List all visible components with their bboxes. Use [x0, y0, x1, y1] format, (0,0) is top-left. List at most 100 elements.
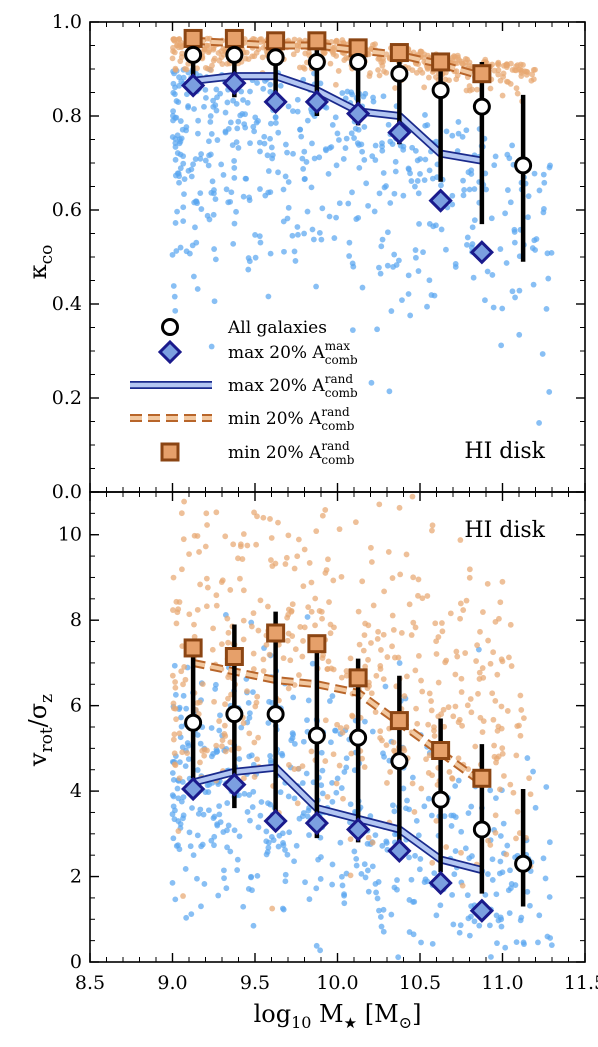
scatter-point [374, 636, 381, 642]
vrot-sigma-panel: 0 2 4 6 8 10 8.5 9.0 9.5 10.0 10.5 11.0 11.5 HI disk… [24, 491, 598, 1032]
scatter-point [391, 190, 398, 197]
scatter-point [406, 166, 412, 173]
scatter-point [372, 142, 379, 149]
scatter-point [275, 129, 282, 136]
scatter-point [282, 847, 288, 853]
scatter-point [198, 151, 205, 157]
scatter-point [443, 657, 450, 664]
scatter-point [516, 287, 523, 294]
scatter-point [449, 775, 455, 781]
scatter-point [294, 96, 301, 103]
scatter-point [442, 76, 449, 83]
scatter-point [277, 789, 284, 796]
legend-label-text: max 20% A [228, 376, 325, 396]
max-20-diamond [428, 870, 453, 896]
scatter-point [197, 740, 204, 747]
scatter-point [490, 649, 497, 656]
scatter-point [265, 293, 272, 300]
scatter-point [227, 119, 234, 126]
scatter-point [368, 690, 375, 697]
scatter-point [443, 128, 450, 135]
scatter-point [353, 855, 360, 862]
scatter-point [341, 900, 348, 907]
scatter-point [171, 750, 178, 757]
scatter-point [487, 842, 494, 848]
scatter-point [245, 266, 252, 273]
kappa-panel: 0.0 0.2 0.4 0.6 0.8 1.0 HI disk κco All galax… [24, 11, 586, 503]
scatter-point [326, 213, 333, 220]
scatter-point [325, 658, 332, 665]
scatter-point [301, 546, 308, 553]
scatter-point [466, 186, 473, 193]
scatter-point [300, 638, 306, 644]
scatter-point [218, 161, 225, 168]
scatter-point [484, 268, 491, 275]
scatter-point [209, 62, 215, 69]
scatter-point [504, 842, 511, 849]
scatter-point [325, 556, 331, 563]
scatter-point [186, 551, 192, 558]
scatter-point [235, 555, 241, 562]
scatter-point [483, 186, 490, 193]
scatter-point [279, 752, 286, 759]
scatter-point [352, 519, 359, 526]
scatter-point [340, 156, 347, 162]
scatter-point [204, 35, 211, 42]
scatter-point [492, 153, 499, 160]
scatter-point [257, 812, 264, 819]
scatter-point [472, 743, 479, 750]
scatter-point [499, 745, 506, 752]
scatter-point [210, 625, 217, 632]
min-20-square [266, 31, 286, 51]
scatter-point [268, 144, 275, 151]
scatter-point [204, 522, 210, 528]
scatter-point [474, 86, 480, 93]
scatter-point [195, 130, 201, 137]
scatter-point [291, 766, 298, 772]
scatter-point [372, 157, 379, 163]
scatter-point [361, 124, 368, 130]
scatter-point [452, 671, 459, 678]
scatter-point [431, 870, 438, 877]
scatter-point [390, 739, 397, 746]
scatter-point [175, 828, 182, 834]
scatter-point [343, 135, 350, 142]
scatter-point [429, 940, 436, 947]
max-20-diamond [428, 188, 453, 213]
all-galaxies-marker [266, 48, 285, 67]
scatter-point [259, 54, 266, 61]
scatter-point [513, 85, 520, 92]
scatter-point [176, 136, 183, 143]
scatter-point [510, 789, 517, 796]
scatter-point [246, 714, 253, 721]
y-tick-label: 4 [70, 780, 82, 802]
scatter-point [469, 86, 475, 93]
scatter-point [526, 775, 532, 782]
scatter-point [285, 630, 292, 637]
scatter-point [421, 84, 428, 91]
scatter-point [455, 119, 462, 125]
x-tick-label: 11.0 [481, 972, 523, 994]
scatter-point [176, 82, 183, 89]
scatter-point [355, 126, 362, 133]
scatter-point [480, 609, 486, 615]
scatter-point [198, 206, 205, 212]
scatter-point [180, 794, 187, 800]
scatter-point [428, 707, 435, 714]
scatter-point [289, 232, 296, 239]
scatter-point [330, 751, 337, 758]
scatter-point [386, 388, 393, 395]
scatter-point [370, 602, 377, 609]
scatter-point [460, 177, 466, 184]
scatter-point [543, 306, 550, 312]
scatter-point [185, 103, 192, 109]
x-label-log: log [254, 1000, 292, 1028]
scatter-point [294, 553, 301, 560]
scatter-point [211, 246, 218, 252]
scatter-point [451, 871, 458, 878]
scatter-point [416, 866, 423, 873]
scatter-point [412, 852, 418, 859]
scatter-point [240, 720, 247, 727]
scatter-point [488, 215, 495, 222]
